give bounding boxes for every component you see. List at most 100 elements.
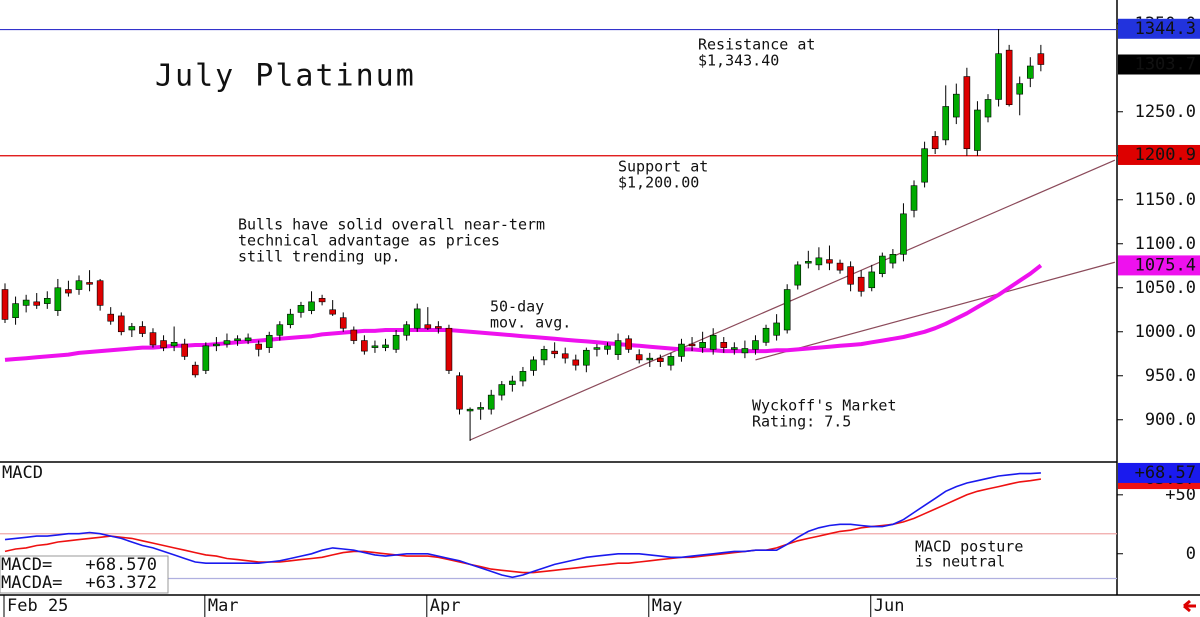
candle-body xyxy=(297,305,305,313)
candle-body xyxy=(487,394,495,410)
candle-body xyxy=(1,289,9,320)
candle-body xyxy=(836,262,844,271)
y-tick-label: 1050.0 xyxy=(1135,278,1196,298)
y-tick-label: 1100.0 xyxy=(1135,234,1196,254)
x-tick-label: Feb 25 xyxy=(7,596,68,616)
y-tick-label: 950.0 xyxy=(1145,366,1196,386)
candle-body xyxy=(667,356,675,366)
candle-body xyxy=(826,259,833,264)
candle-body xyxy=(773,322,780,336)
candle-body xyxy=(371,345,379,348)
moving-average-label: mov. avg. xyxy=(490,314,571,332)
candle-body xyxy=(308,301,315,311)
candle-body xyxy=(551,350,558,355)
moving-average xyxy=(4,263,1043,362)
candle-body xyxy=(181,343,188,357)
candle-body xyxy=(857,276,865,292)
candle-body xyxy=(1005,49,1013,106)
candle-body xyxy=(963,76,971,150)
candle-body xyxy=(921,148,928,183)
candle-body xyxy=(625,338,632,350)
candle-body xyxy=(413,308,421,329)
price-marker-label: 1075.4 xyxy=(1135,255,1196,275)
level-label: $1,200.00 xyxy=(618,174,699,192)
candle-body xyxy=(350,329,358,341)
y-tick-label: 0 xyxy=(1186,544,1196,564)
candle-body xyxy=(339,317,347,329)
candle-body xyxy=(1037,53,1045,65)
candle-body xyxy=(942,106,950,141)
candle-body xyxy=(12,303,19,318)
candle-body xyxy=(107,313,114,322)
scroll-arrow[interactable] xyxy=(1183,599,1196,613)
candle-body xyxy=(984,99,992,118)
candle-body xyxy=(382,344,389,348)
candle-body xyxy=(530,359,537,371)
candle-body xyxy=(720,342,728,348)
candle-body xyxy=(128,326,136,331)
annotation: MACD posture xyxy=(915,538,1023,556)
legend-value: +63.372 xyxy=(85,573,157,593)
annotation: Wyckoff's Market xyxy=(752,397,897,415)
x-tick-label: Jun xyxy=(874,596,905,616)
macd-line xyxy=(4,472,1041,579)
candle-body xyxy=(149,332,157,346)
candle-body xyxy=(593,347,601,350)
candle-body xyxy=(519,371,527,382)
candle-body xyxy=(117,315,125,333)
candle-body xyxy=(509,380,516,385)
price-marker xyxy=(1118,54,1200,75)
candle-body xyxy=(265,334,273,348)
candle-body xyxy=(392,334,400,350)
candle-body xyxy=(361,340,368,352)
candle-body xyxy=(75,280,83,290)
y-tick-label: 1250.0 xyxy=(1135,102,1196,122)
candle-body xyxy=(43,298,51,304)
candle-body xyxy=(572,359,580,366)
candle-body xyxy=(752,340,759,350)
candle-body xyxy=(213,343,220,347)
candle-body xyxy=(202,345,210,371)
candle-body xyxy=(678,343,685,357)
candle-body xyxy=(234,338,241,341)
candle-body xyxy=(223,340,231,345)
level-label: Resistance at xyxy=(698,36,815,54)
candle-body xyxy=(815,257,823,266)
y-tick-label: 900.0 xyxy=(1145,410,1196,430)
moving-average-label: 50-day xyxy=(490,298,544,316)
price-marker-label: 1200.9 xyxy=(1135,145,1196,165)
candle-body xyxy=(889,254,897,264)
candle-body xyxy=(329,309,336,315)
candle-body xyxy=(635,354,643,361)
chart-title: July Platinum xyxy=(155,59,416,94)
price-marker-label: 1303.7 xyxy=(1135,55,1196,75)
y-tick-label: 1000.0 xyxy=(1135,322,1196,342)
legend-name: MACD= xyxy=(1,555,52,575)
candle-body xyxy=(466,408,474,412)
candle-body xyxy=(900,213,907,255)
candle-body xyxy=(54,287,62,311)
legend-name: MACDA= xyxy=(1,573,62,593)
candle-body xyxy=(477,407,484,410)
candle-body xyxy=(255,343,262,350)
candle-body xyxy=(794,264,802,286)
candle-body xyxy=(287,313,294,326)
candle-body xyxy=(65,289,72,294)
candle-body xyxy=(403,324,410,336)
candle-body xyxy=(995,53,1002,100)
level-label: Support at xyxy=(618,158,708,176)
legend-value: +68.570 xyxy=(85,555,157,575)
candle-body xyxy=(952,93,960,118)
candle-body xyxy=(879,255,886,274)
candle-body xyxy=(762,327,770,343)
candle-body xyxy=(96,280,104,306)
candle-body xyxy=(139,326,146,334)
candle-body xyxy=(244,337,252,341)
candle-body xyxy=(1016,83,1024,95)
trend-line xyxy=(755,261,1116,361)
candle-body xyxy=(33,301,41,306)
y-tick-label: 1150.0 xyxy=(1135,190,1196,210)
candle-body xyxy=(456,375,463,410)
x-tick-label: Mar xyxy=(208,596,239,616)
